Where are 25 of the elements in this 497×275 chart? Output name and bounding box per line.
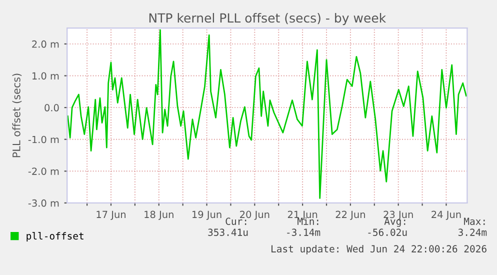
y-tick-label: -2.0 m (28, 168, 59, 175)
x-tick-label: 22 Jun (336, 210, 365, 220)
y-tick-label: 0.0 (44, 104, 59, 112)
text: Avg: (384, 218, 406, 227)
x-tick-label: 19 Jun (192, 210, 222, 220)
x-tick-label: 18 Jun (144, 210, 174, 220)
x-tick-label: 23 Jun (384, 210, 413, 220)
text: -56.02u (368, 228, 407, 236)
y-axis-title: PLL offset (secs) (12, 74, 22, 158)
x-tick-label: 17 Jun (96, 210, 126, 220)
text: 353.41u (208, 228, 248, 236)
legend-label: pll-offset (26, 232, 84, 242)
y-tick-label: -3.0 m (28, 199, 59, 207)
text: -3.14m (287, 228, 320, 236)
text: Min: (298, 217, 318, 225)
y-tick-label: 2.0 m (32, 40, 59, 48)
y-tick-label: -1.0 m (28, 136, 59, 144)
x-tick-label: 24 Jun (432, 210, 461, 220)
text: Last update: Wed Jun 24 22:00:26 2026 (272, 244, 486, 254)
text: Cur: (226, 218, 246, 225)
chart-title: NTP kernel PLL offset (secs) - by week (149, 12, 386, 26)
x-tick-label: 20 Jun (240, 210, 270, 220)
text: 3.24m (458, 228, 487, 236)
text: Max: (464, 218, 485, 225)
y-tick-label: 1.0 m (32, 72, 59, 80)
